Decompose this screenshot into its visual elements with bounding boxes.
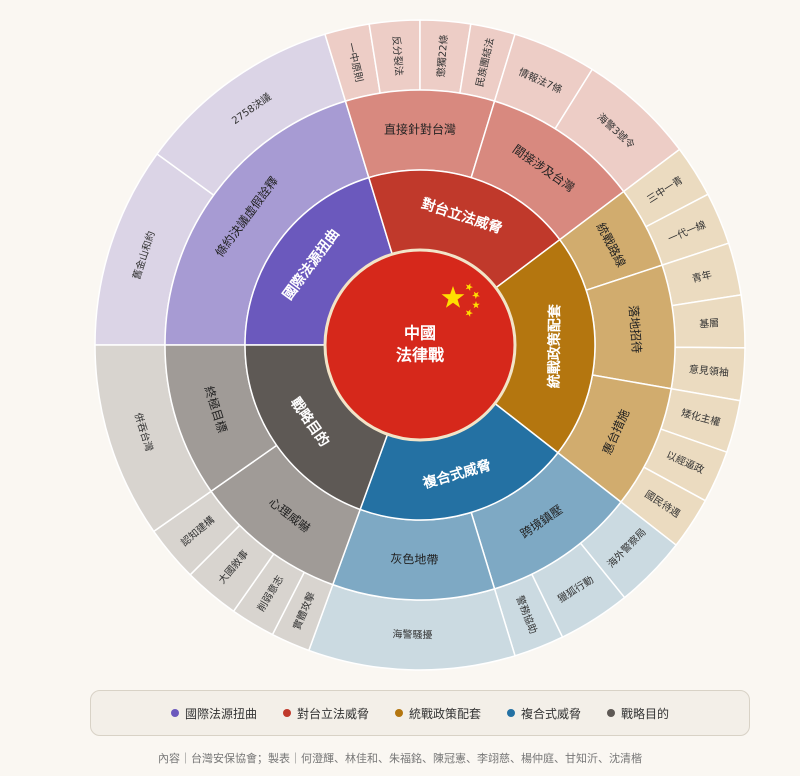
legend-dot xyxy=(507,709,515,717)
star xyxy=(472,291,480,299)
legend-label: 國際法源扭曲 xyxy=(184,706,257,721)
center-circle xyxy=(323,248,517,442)
center-label: 中國 xyxy=(404,324,436,343)
legend-item: 國際法源扭曲 xyxy=(170,705,257,722)
legend-dot xyxy=(170,709,179,717)
legend-dot xyxy=(394,709,403,717)
segment-label: 反分裂法 xyxy=(390,35,406,76)
legend-label: 對台立法威脅 xyxy=(296,706,369,721)
segment-label: 意見領袖 xyxy=(688,362,729,379)
legend: 國際法源扭曲 對台立法威脅 統戰政策配套 複合式威脅 戰略目的 xyxy=(90,690,750,736)
segment-label: 直接針對台灣 xyxy=(384,122,456,137)
legend-item: 統戰政策配套 xyxy=(394,705,481,722)
legend-label: 複合式威脅 xyxy=(521,706,582,721)
credit: 內容｜台灣安保協會；製表｜何澄輝、林佳和、朱福銘、陳冠憲、李翊慈、楊仲庭、甘知沂… xyxy=(158,752,642,765)
legend-label: 統戰政策配套 xyxy=(408,706,481,721)
legend-item: 複合式威脅 xyxy=(507,705,581,722)
segment-label: 灰色地帶 xyxy=(390,552,438,567)
center-label: 法律戰 xyxy=(396,346,444,365)
segment-label: 統戰政策配套 xyxy=(546,304,564,388)
legend-label: 戰略目的 xyxy=(621,706,670,721)
legend-item: 對台立法威脅 xyxy=(282,705,369,722)
star xyxy=(465,309,473,317)
star xyxy=(441,286,465,308)
segment-label: 懲獨22條 xyxy=(434,34,450,78)
star xyxy=(465,283,473,291)
segment-label: 海警騷擾 xyxy=(392,627,432,641)
legend-dot xyxy=(282,709,291,717)
segment-label: 基層 xyxy=(699,316,720,330)
legend-dot xyxy=(607,709,616,717)
segment-label: 落地招待 xyxy=(626,305,643,354)
legend-item: 戰略目的 xyxy=(607,705,669,722)
star xyxy=(472,301,480,309)
